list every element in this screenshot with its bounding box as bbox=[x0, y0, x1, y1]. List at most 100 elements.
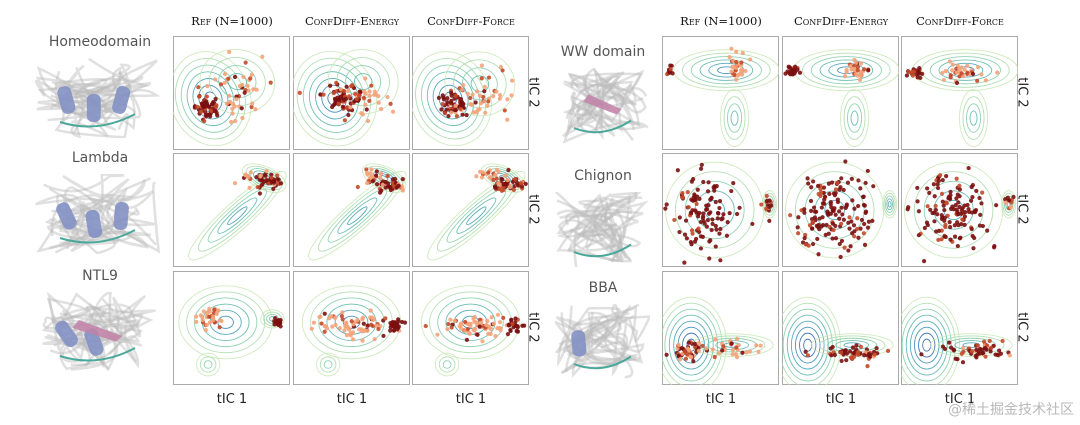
sample-point bbox=[767, 198, 772, 203]
sample-point bbox=[993, 352, 998, 357]
column-header: ConfDiff-Energy bbox=[304, 14, 400, 28]
sample-point bbox=[815, 183, 821, 189]
sample-point bbox=[839, 205, 844, 210]
sample-point bbox=[939, 191, 945, 196]
sample-point bbox=[257, 191, 263, 196]
sample-point bbox=[922, 225, 927, 231]
sample-point bbox=[248, 76, 253, 81]
sample-point bbox=[737, 205, 742, 210]
density-contour bbox=[882, 190, 898, 219]
sample-point bbox=[676, 353, 681, 358]
y-axis-label: tIC 2 bbox=[1014, 312, 1030, 343]
sample-point bbox=[479, 76, 484, 81]
sample-point bbox=[207, 306, 212, 312]
sample-point bbox=[709, 196, 714, 201]
sample-point bbox=[213, 77, 218, 82]
sample-point bbox=[969, 198, 974, 203]
density-contour bbox=[260, 309, 285, 329]
sample-point bbox=[227, 49, 232, 55]
sample-point bbox=[330, 324, 335, 329]
sample-point bbox=[727, 55, 732, 60]
sample-point bbox=[505, 332, 511, 337]
sample-point bbox=[1000, 338, 1005, 344]
sample-point bbox=[830, 236, 835, 241]
sample-point bbox=[936, 178, 941, 183]
sample-point bbox=[822, 194, 828, 199]
density-contour bbox=[782, 296, 841, 385]
sample-point bbox=[844, 202, 849, 207]
sample-point bbox=[862, 203, 867, 208]
sample-point bbox=[957, 194, 962, 199]
sample-point bbox=[956, 200, 961, 205]
sample-point bbox=[388, 325, 393, 330]
sample-point bbox=[506, 323, 512, 328]
density-contour bbox=[444, 51, 516, 117]
protein-label: BBA bbox=[588, 280, 618, 296]
sample-point bbox=[483, 110, 488, 115]
sample-point bbox=[363, 102, 368, 107]
sample-point bbox=[705, 207, 710, 212]
density-contour bbox=[720, 89, 750, 148]
sample-point bbox=[802, 235, 807, 241]
sample-point bbox=[340, 317, 345, 322]
sample-point bbox=[948, 237, 953, 242]
sample-point bbox=[468, 95, 473, 101]
sample-point bbox=[950, 62, 955, 67]
sample-point bbox=[697, 210, 702, 216]
sample-point bbox=[947, 220, 952, 225]
sample-point bbox=[788, 213, 793, 218]
sample-point bbox=[453, 107, 458, 113]
sample-point bbox=[839, 221, 844, 226]
sample-point bbox=[510, 321, 515, 327]
tica-panel bbox=[173, 271, 290, 385]
sample-point bbox=[833, 187, 839, 192]
sample-point bbox=[273, 315, 278, 321]
y-axis-label: tIC 2 bbox=[525, 194, 541, 225]
sample-point bbox=[713, 337, 718, 342]
sample-point bbox=[940, 178, 945, 183]
sample-point bbox=[474, 89, 480, 94]
sample-point bbox=[328, 314, 334, 319]
density-contour bbox=[673, 320, 710, 370]
sample-point bbox=[337, 326, 342, 331]
sample-point bbox=[395, 327, 400, 332]
sample-point bbox=[278, 181, 284, 186]
sample-point bbox=[714, 227, 719, 232]
sample-point bbox=[230, 106, 235, 111]
sample-point bbox=[959, 222, 964, 227]
sample-point bbox=[942, 346, 948, 352]
sample-point bbox=[712, 354, 717, 360]
sample-point bbox=[672, 217, 677, 223]
sample-point bbox=[485, 318, 490, 323]
density-contour bbox=[929, 56, 1001, 85]
sample-point bbox=[207, 104, 212, 109]
density-contour bbox=[795, 326, 821, 364]
sample-point bbox=[792, 71, 797, 76]
sample-point bbox=[872, 352, 877, 357]
sample-point bbox=[383, 316, 388, 321]
sample-point bbox=[472, 319, 477, 324]
sample-point bbox=[863, 180, 868, 186]
sample-point bbox=[734, 355, 740, 360]
sample-point bbox=[803, 349, 808, 354]
sample-point bbox=[975, 78, 980, 83]
sample-point bbox=[918, 75, 923, 81]
sample-point bbox=[694, 201, 699, 207]
density-contour bbox=[786, 314, 829, 376]
sample-point bbox=[950, 204, 955, 209]
sample-point bbox=[356, 93, 362, 98]
sample-point bbox=[712, 188, 717, 193]
sample-point bbox=[764, 206, 769, 211]
sample-point bbox=[682, 232, 688, 237]
helix-ribbon bbox=[113, 201, 129, 231]
sample-point bbox=[811, 179, 816, 184]
sample-point bbox=[734, 211, 740, 217]
density-contour bbox=[904, 161, 1004, 259]
sample-point bbox=[835, 180, 840, 185]
sample-point bbox=[470, 92, 475, 97]
sample-point bbox=[248, 170, 253, 175]
sample-point bbox=[842, 245, 847, 250]
sample-point bbox=[226, 76, 231, 81]
sample-point bbox=[729, 188, 734, 194]
sample-point bbox=[916, 209, 921, 214]
